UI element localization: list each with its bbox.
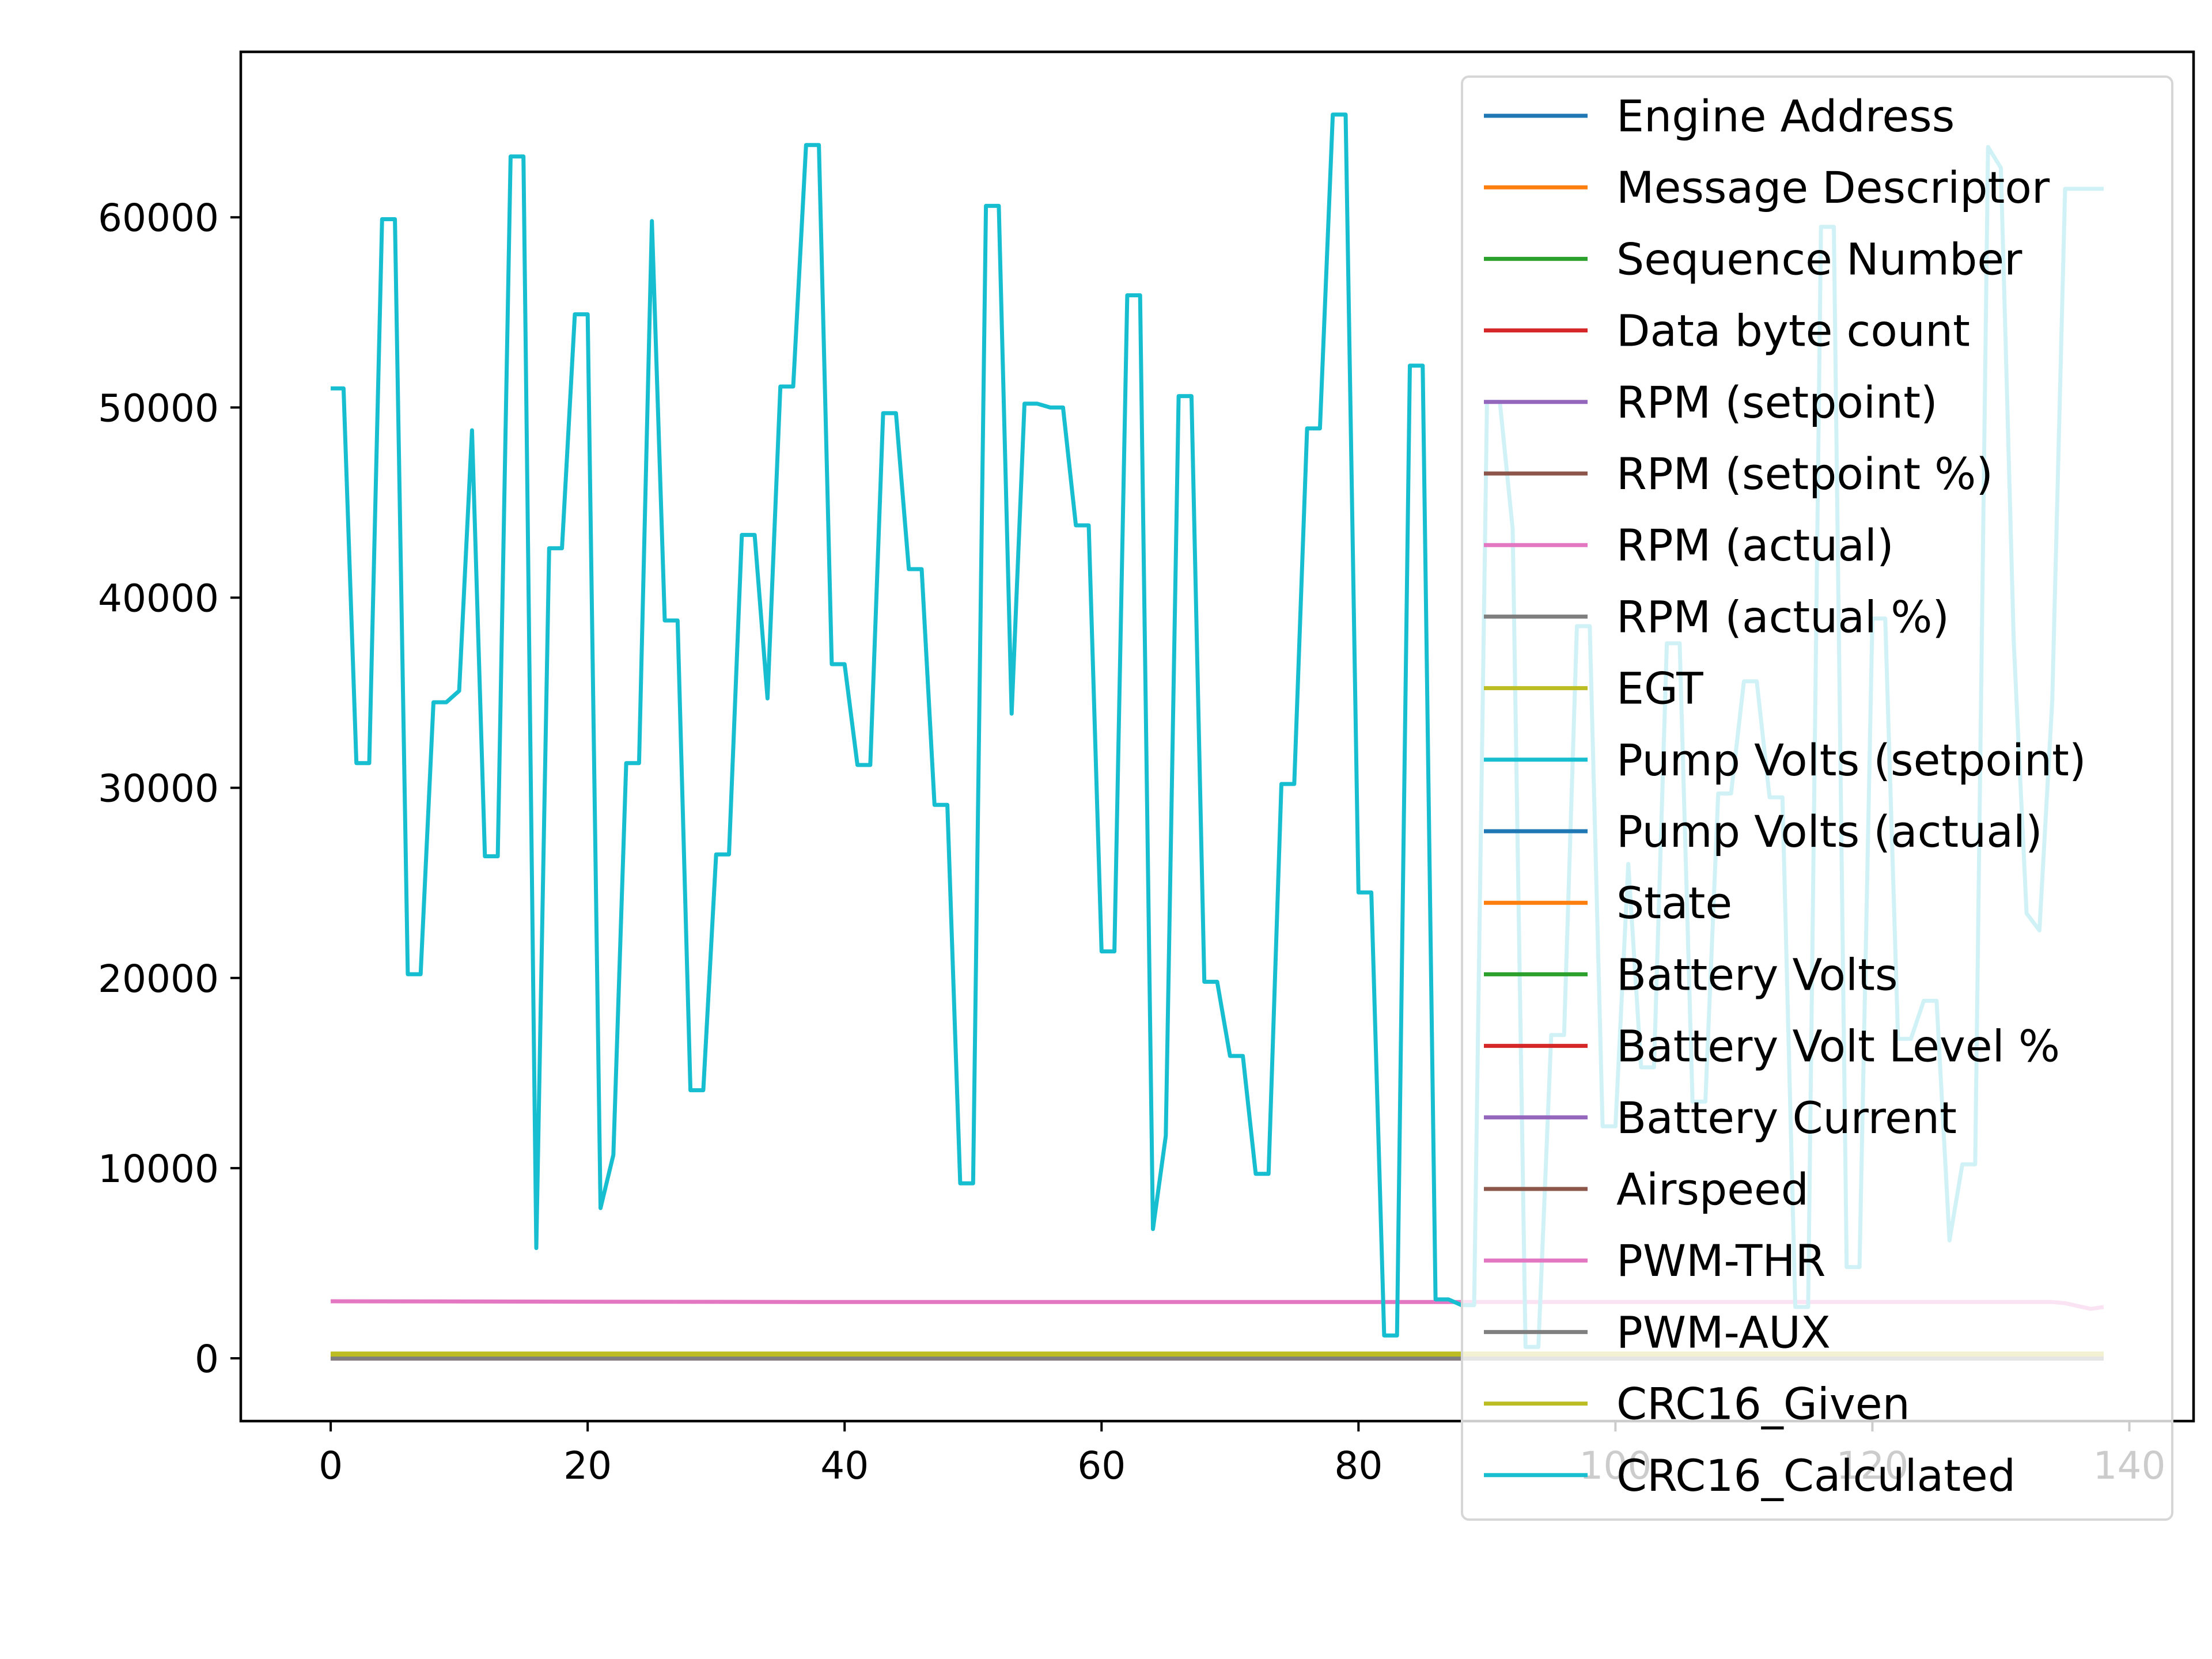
x-tick-label: 40 xyxy=(820,1444,869,1488)
legend-label: Pump Volts (actual) xyxy=(1616,806,2043,857)
legend-label: PWM-AUX xyxy=(1616,1306,1831,1358)
y-tick-label: 20000 xyxy=(98,957,219,1001)
legend-box xyxy=(1461,75,2173,1521)
y-tick-label: 40000 xyxy=(98,576,219,620)
legend-label: State xyxy=(1616,877,1732,929)
y-tick-label: 0 xyxy=(195,1337,219,1381)
y-axis: 0 10000 20000 30000 40000 50000 60000 xyxy=(98,196,241,1381)
legend-label: RPM (setpoint %) xyxy=(1616,448,1993,499)
legend-label: Engine Address xyxy=(1616,90,1955,142)
legend-label: RPM (actual) xyxy=(1616,520,1894,571)
legend-label: CRC16_Calculated xyxy=(1616,1450,2016,1501)
legend-label: RPM (actual %) xyxy=(1616,591,1949,642)
legend: Engine Address Message Descriptor Sequence… xyxy=(1461,75,2173,1521)
x-tick-label: 80 xyxy=(1334,1444,1382,1488)
x-tick-label: 60 xyxy=(1077,1444,1126,1488)
y-tick-label: 50000 xyxy=(98,386,219,430)
legend-label: CRC16_Given xyxy=(1616,1378,1910,1430)
legend-label: Airspeed xyxy=(1616,1164,1809,1215)
legend-label: Battery Volts xyxy=(1616,949,1898,1000)
legend-label: EGT xyxy=(1616,663,1703,714)
axes-frame xyxy=(239,50,2195,1423)
legend-label: Battery Current xyxy=(1616,1092,1957,1143)
legend-label: Data byte count xyxy=(1616,305,1970,357)
legend-label: RPM (setpoint) xyxy=(1616,377,1938,428)
legend-label: Pump Volts (setpoint) xyxy=(1616,734,2086,786)
y-tick-label: 60000 xyxy=(98,196,219,240)
legend-label: PWM-THR xyxy=(1616,1235,1825,1286)
x-tick-label: 0 xyxy=(319,1444,343,1488)
legend-label: Sequence Number xyxy=(1616,233,2022,285)
legend-label: Battery Volt Level % xyxy=(1616,1021,2060,1072)
y-tick-label: 30000 xyxy=(98,767,219,811)
y-tick-label: 10000 xyxy=(98,1147,219,1191)
x-tick-label: 20 xyxy=(563,1444,612,1488)
legend-label: Message Descriptor xyxy=(1616,162,2050,213)
